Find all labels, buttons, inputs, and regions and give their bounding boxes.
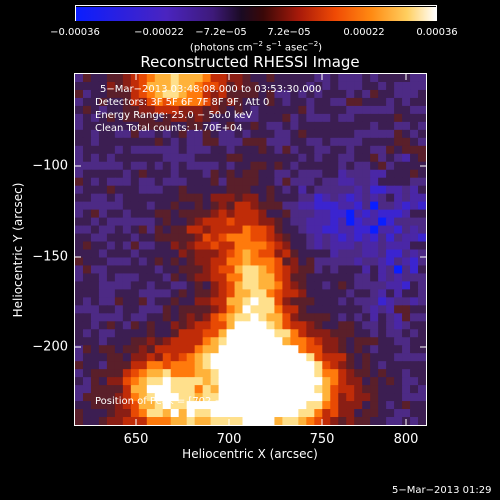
colorbar-tick-label: −0.00022: [134, 27, 184, 38]
heatmap-image: [75, 74, 426, 425]
time-range-label: 5−Mar−2013 03:48:08.000 to 03:53:30.000: [100, 84, 322, 95]
energy-range-label: Energy Range: 25.0 − 50.0 keV: [95, 110, 253, 121]
x-tick-label: 650: [123, 432, 149, 447]
x-tick-label: 750: [309, 432, 335, 447]
plot-title: Reconstructed RHESSI Image: [140, 53, 360, 71]
y-axis-label: Heliocentric Y (arcsec): [11, 182, 25, 318]
peak-position-label: Position of Peak = [702,−232]: [95, 396, 246, 407]
x-axis-label: Heliocentric X (arcsec): [182, 447, 318, 461]
colorbar-tick-label: 0.00022: [343, 27, 385, 38]
colorbar-tick-label: −7.2e−05: [195, 27, 247, 38]
colorbar: [75, 5, 437, 21]
rhessi-image: [74, 73, 427, 426]
colorbar-tick-label: 7.2e−05: [267, 27, 311, 38]
detectors-label: Detectors: 3F 5F 6F 7F 8F 9F, Att 0: [95, 97, 270, 108]
x-tick-label: 800: [393, 432, 419, 447]
clean-info-label: Clean Total counts: 1.70E+04: [95, 123, 243, 134]
colorbar-tick-label: 0.00036: [416, 27, 458, 38]
timestamp: 5−Mar−2013 01:29: [392, 485, 492, 496]
y-tick-label: −200: [32, 339, 68, 355]
y-tick-label: −100: [32, 158, 68, 174]
colorbar-units: (photons cm−2 s−1 asec−2): [189, 40, 323, 54]
colorbar-tick-label: −0.00036: [50, 27, 100, 38]
x-tick-label: 700: [216, 432, 242, 447]
colorbar-gradient: [76, 7, 436, 21]
y-tick-label: −150: [32, 249, 68, 265]
